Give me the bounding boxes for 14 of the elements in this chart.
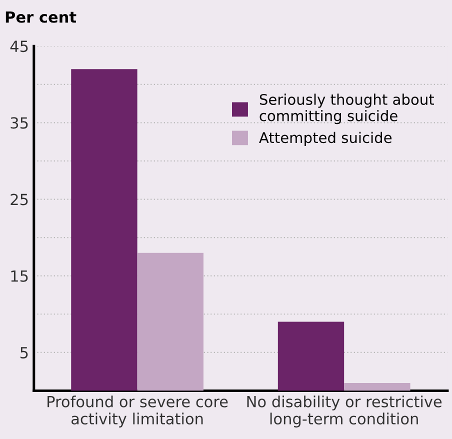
bar	[71, 69, 138, 391]
bar	[344, 383, 410, 391]
y-tick-label: 5	[20, 347, 28, 358]
y-tick-label: 25	[10, 194, 28, 206]
bar	[278, 322, 344, 391]
x-tick-label: Profound or severe core activity limitation	[48, 396, 228, 428]
y-tick-label: 15	[11, 270, 28, 282]
bar	[137, 252, 204, 391]
y-tick-label: 45	[10, 40, 28, 52]
x-tick-label: No disability or restrictive long-term condition	[247, 396, 442, 428]
legend-label: Attempted suicide	[259, 132, 392, 146]
legend-label: Seriously thought about committing suicide	[260, 94, 434, 124]
y-tick-label: 35	[10, 117, 28, 129]
y-axis-title: Per cent	[6, 11, 76, 23]
